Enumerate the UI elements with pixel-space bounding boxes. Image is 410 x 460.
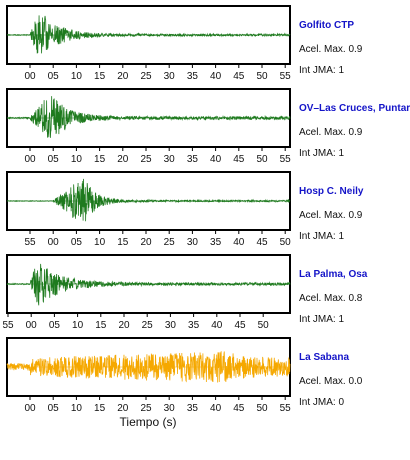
x-tick-label: 20 bbox=[118, 320, 130, 331]
seismogram-panel: 55 00 05 10 15 20 25 30 35 40 45 50 La Palma, Osa Ace… bbox=[2, 254, 368, 331]
x-tick-label: 45 bbox=[234, 320, 246, 331]
x-tick-label: 45 bbox=[233, 154, 245, 165]
station-name: La Palma, Osa bbox=[299, 269, 368, 280]
x-tick-label: 05 bbox=[48, 71, 60, 82]
x-tick-label: 40 bbox=[210, 71, 222, 82]
x-tick-label: 35 bbox=[210, 237, 222, 248]
x-tick-label: 50 bbox=[256, 403, 268, 414]
x-tick-label: 25 bbox=[142, 320, 154, 331]
x-tick-label: 05 bbox=[48, 154, 60, 165]
seismogram-panel: 00 05 10 15 20 25 30 35 40 45 50 55 OV–Las Cruces, P… bbox=[6, 88, 410, 165]
x-tick-label: 50 bbox=[258, 320, 270, 331]
jma-intensity-label: Int JMA: 1 bbox=[299, 148, 344, 159]
x-tick-label: 15 bbox=[94, 154, 106, 165]
x-tick-label: 30 bbox=[165, 320, 177, 331]
max-acceleration-label: Acel. Max. 0.9 bbox=[299, 44, 363, 55]
x-tick-label: 10 bbox=[71, 154, 83, 165]
jma-intensity-label: Int JMA: 1 bbox=[299, 231, 344, 242]
x-tick-label: 45 bbox=[256, 237, 268, 248]
max-acceleration-label: Acel. Max. 0.9 bbox=[299, 127, 363, 138]
max-acceleration-label: Acel. Max. 0.8 bbox=[299, 293, 363, 304]
x-tick-label: 35 bbox=[187, 154, 199, 165]
x-tick-label: 10 bbox=[71, 71, 83, 82]
x-tick-label: 20 bbox=[117, 403, 129, 414]
x-tick-label: 40 bbox=[210, 154, 222, 165]
x-tick-label: 55 bbox=[280, 154, 292, 165]
panels-group: 00 05 10 15 20 25 30 35 40 45 50 55 Golfito CTP Acel.… bbox=[2, 5, 410, 414]
x-tick-label: 10 bbox=[94, 237, 106, 248]
x-tick-label: 40 bbox=[210, 403, 222, 414]
x-tick-label: 00 bbox=[24, 403, 36, 414]
x-tick-label: 00 bbox=[24, 154, 36, 165]
x-tick-label: 50 bbox=[280, 237, 292, 248]
x-tick-label: 20 bbox=[117, 154, 129, 165]
x-tick-label: 05 bbox=[49, 320, 61, 331]
x-tick-label: 45 bbox=[233, 403, 245, 414]
x-tick-label: 15 bbox=[94, 71, 106, 82]
x-tick-label: 00 bbox=[24, 71, 36, 82]
x-axis-title: Tiempo (s) bbox=[120, 415, 177, 429]
max-acceleration-label: Acel. Max. 0.0 bbox=[299, 376, 363, 387]
x-tick-label: 05 bbox=[48, 403, 60, 414]
station-name: OV–Las Cruces, Puntar bbox=[299, 103, 410, 114]
x-tick-label: 30 bbox=[164, 71, 176, 82]
x-tick-label: 20 bbox=[117, 71, 129, 82]
jma-intensity-label: Int JMA: 1 bbox=[299, 65, 344, 76]
x-tick-label: 55 bbox=[24, 237, 36, 248]
x-tick-label: 45 bbox=[233, 71, 245, 82]
x-tick-label: 25 bbox=[140, 71, 152, 82]
max-acceleration-label: Acel. Max. 0.9 bbox=[299, 210, 363, 221]
x-tick-label: 55 bbox=[280, 403, 292, 414]
x-tick-label: 15 bbox=[117, 237, 129, 248]
waveform-trace bbox=[6, 351, 291, 383]
jma-intensity-label: Int JMA: 1 bbox=[299, 314, 344, 325]
x-tick-label: 50 bbox=[256, 71, 268, 82]
station-name: La Sabana bbox=[299, 352, 349, 363]
seismogram-panel: 55 00 05 10 15 20 25 30 35 40 45 50 Hosp C. Neily Ace… bbox=[6, 171, 364, 248]
x-tick-label: 10 bbox=[72, 320, 84, 331]
seismogram-panel: 00 05 10 15 20 25 30 35 40 45 50 55 La Sabana Acel. M… bbox=[6, 337, 363, 414]
x-tick-label: 25 bbox=[140, 403, 152, 414]
station-name: Golfito CTP bbox=[299, 20, 354, 31]
x-tick-label: 55 bbox=[280, 71, 292, 82]
x-tick-label: 35 bbox=[188, 320, 200, 331]
x-tick-label: 35 bbox=[187, 71, 199, 82]
seismogram-panel: 00 05 10 15 20 25 30 35 40 45 50 55 Golfito CTP Acel.… bbox=[6, 5, 363, 82]
x-tick-label: 35 bbox=[187, 403, 199, 414]
x-tick-label: 25 bbox=[140, 154, 152, 165]
x-tick-label: 55 bbox=[2, 320, 14, 331]
x-tick-label: 05 bbox=[71, 237, 83, 248]
x-tick-label: 30 bbox=[187, 237, 199, 248]
x-tick-label: 30 bbox=[164, 154, 176, 165]
x-tick-label: 40 bbox=[211, 320, 223, 331]
x-tick-label: 00 bbox=[48, 237, 60, 248]
station-name: Hosp C. Neily bbox=[299, 186, 364, 197]
x-tick-label: 15 bbox=[95, 320, 107, 331]
x-tick-label: 20 bbox=[140, 237, 152, 248]
x-tick-label: 10 bbox=[71, 403, 83, 414]
x-tick-label: 50 bbox=[256, 154, 268, 165]
x-tick-label: 40 bbox=[233, 237, 245, 248]
x-tick-label: 00 bbox=[26, 320, 38, 331]
x-tick-label: 15 bbox=[94, 403, 106, 414]
x-tick-label: 25 bbox=[164, 237, 176, 248]
x-tick-label: 30 bbox=[164, 403, 176, 414]
jma-intensity-label: Int JMA: 0 bbox=[299, 397, 344, 408]
